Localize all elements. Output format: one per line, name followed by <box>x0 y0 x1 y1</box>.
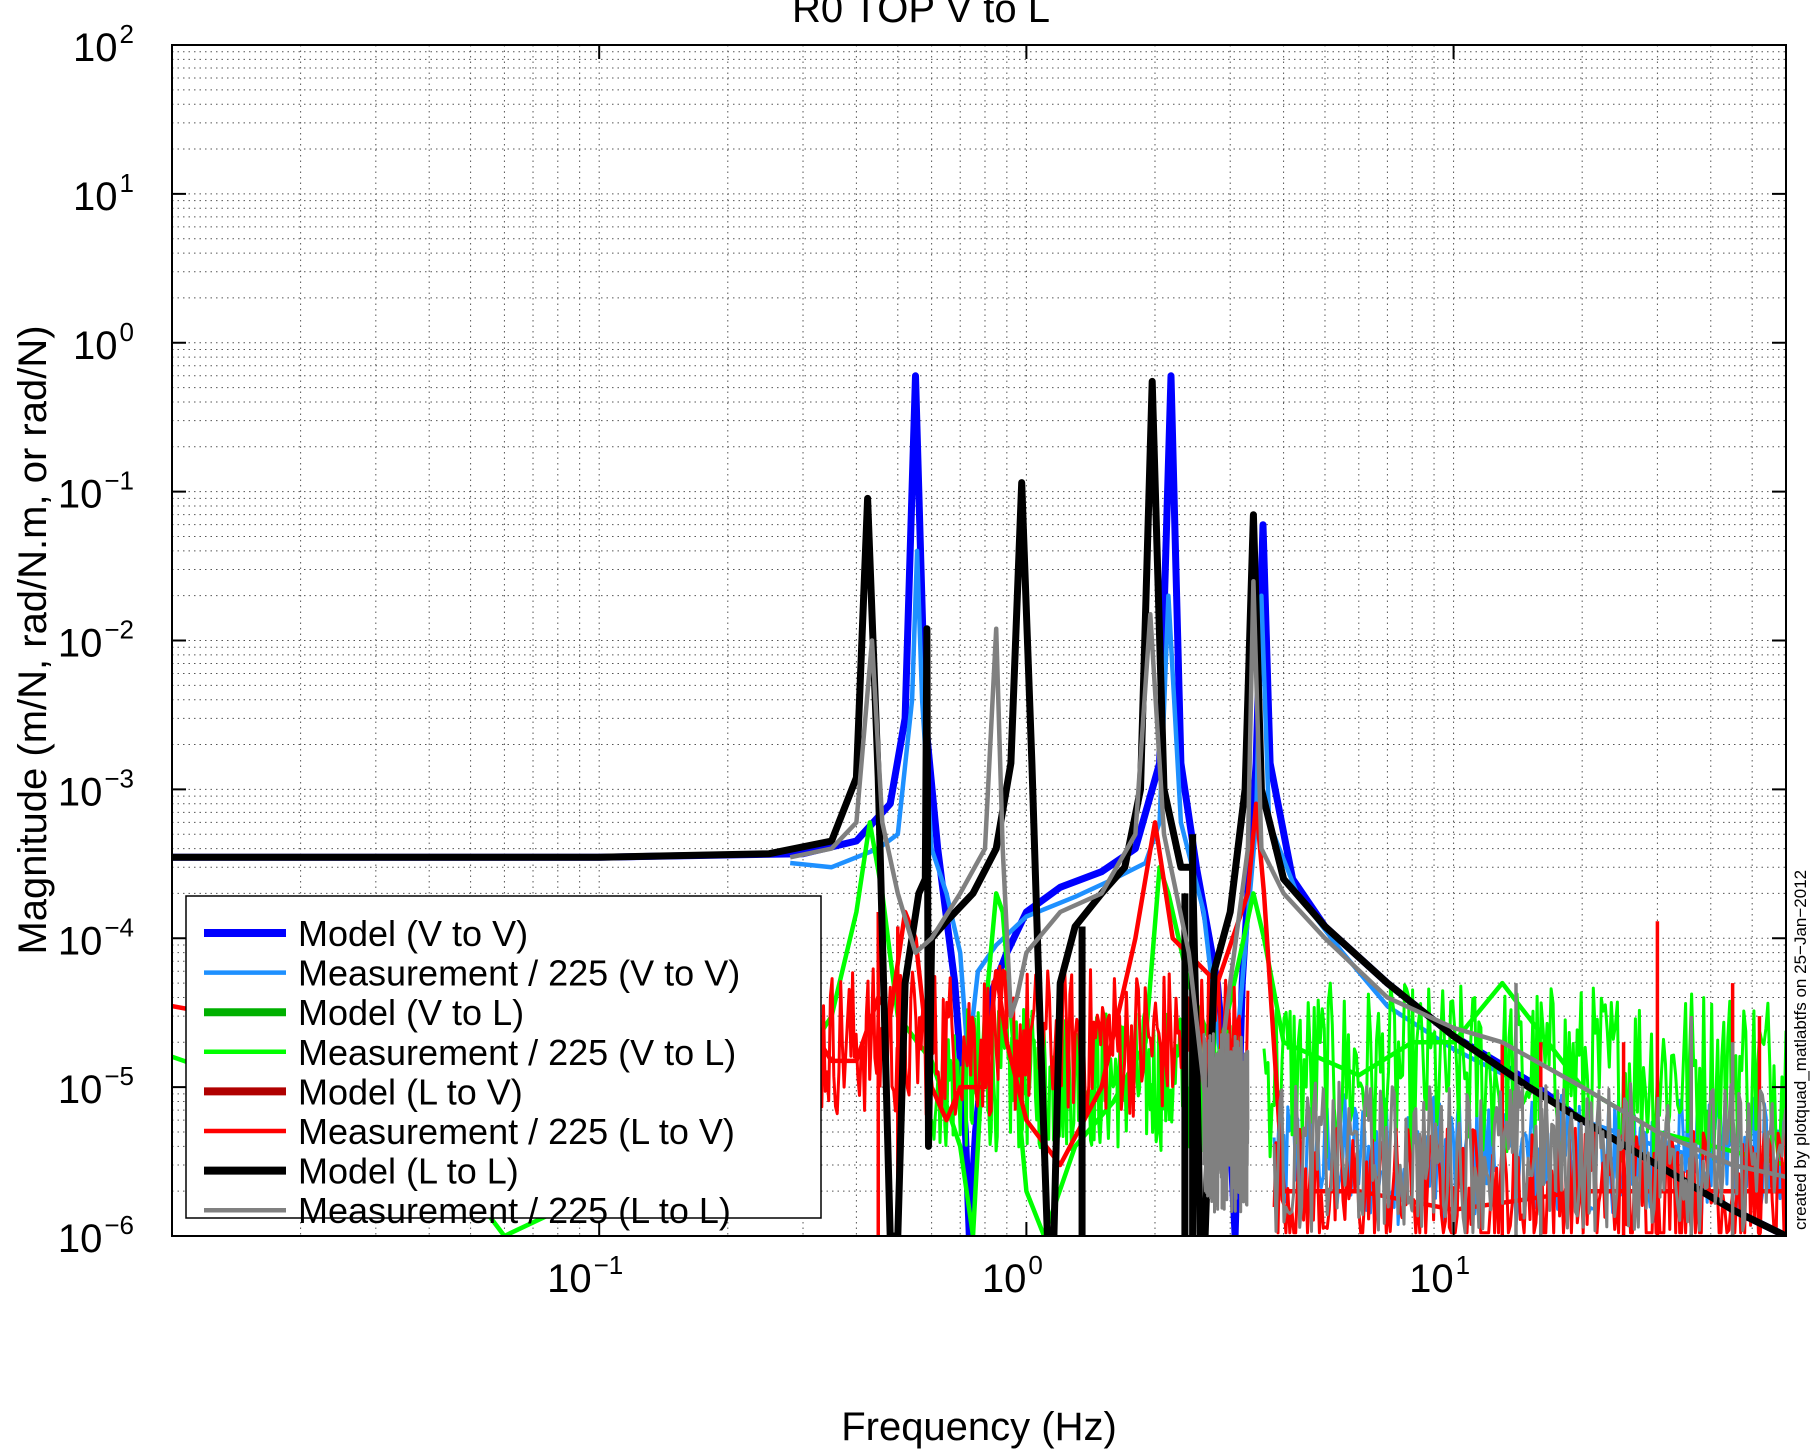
y-axis-title: Magnitude (m/N, rad/N.m, or rad/N) <box>11 325 55 954</box>
legend-label-2: Model (V to L) <box>298 992 524 1033</box>
legend-label-6: Model (L to L) <box>298 1151 519 1192</box>
legend-label-3: Measurement / 225 (V to L) <box>298 1032 736 1073</box>
legend-label-0: Model (V to V) <box>298 913 528 954</box>
x-axis-title: Frequency (Hz) <box>841 1405 1117 1449</box>
y-tick-label: 10−5 <box>58 1061 134 1112</box>
chart-title: R0 TOP V to L <box>792 0 1050 31</box>
series-noise-7-1 <box>1272 1080 1786 1235</box>
y-tick-label: 100 <box>73 317 134 368</box>
legend-items: Model (V to V)Measurement / 225 (V to V)… <box>204 913 740 1231</box>
series-noise-7-0 <box>1202 1032 1250 1214</box>
legend: Model (V to V)Measurement / 225 (V to V)… <box>185 895 822 1231</box>
ticks <box>172 44 1786 1237</box>
tick-labels: 10−1 100 101 10−6 10−5 10−4 10−3 10−2 10−1 100 101… <box>58 19 1470 1301</box>
series-line-7 <box>789 579 1786 1179</box>
legend-label-5: Measurement / 225 (L to V) <box>298 1111 735 1152</box>
legend-box <box>185 895 822 1219</box>
y-tick-label: 10−1 <box>58 466 134 517</box>
y-tick-label: 10−4 <box>58 912 134 963</box>
y-tick-label: 102 <box>73 19 134 70</box>
legend-label-4: Model (L to V) <box>298 1071 523 1112</box>
y-tick-label: 101 <box>73 168 134 219</box>
series-layer <box>172 372 1786 1236</box>
x-tick-label: 10−1 <box>547 1250 623 1301</box>
series-line-6 <box>172 377 1786 1236</box>
x-tick-label: 100 <box>982 1250 1043 1301</box>
credit-text: created by plotquad_matlabtfs on 25−Jan−… <box>1791 870 1810 1230</box>
y-tick-label: 10−2 <box>58 615 134 666</box>
legend-label-1: Measurement / 225 (V to V) <box>298 953 740 994</box>
y-tick-label: 10−6 <box>58 1210 134 1261</box>
y-tick-label: 10−3 <box>58 763 134 814</box>
legend-label-7: Measurement / 225 (L to L) <box>298 1190 731 1231</box>
x-tick-label: 101 <box>1409 1250 1470 1301</box>
